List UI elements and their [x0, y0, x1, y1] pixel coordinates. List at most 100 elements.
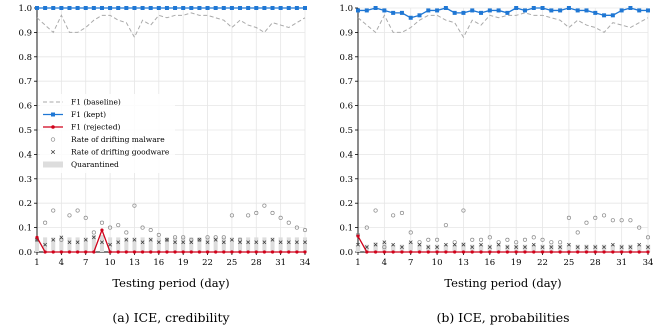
f1-rejected-point — [35, 235, 39, 239]
drifting-goodware-point — [230, 237, 234, 242]
drifting-goodware-point — [364, 245, 369, 249]
drifting-goodware-point — [262, 240, 267, 245]
drifting-malware-point — [373, 208, 378, 213]
drifting-malware-point — [417, 240, 422, 245]
f1-rejected-point — [214, 250, 218, 254]
f1-rejected-point — [532, 250, 536, 254]
f1-rejected-point — [303, 250, 307, 254]
legend-box — [40, 94, 175, 173]
quarantined-bar — [426, 244, 431, 252]
f1-rejected-point — [479, 250, 483, 254]
f1-rejected-point — [373, 250, 378, 254]
f1-rejected-point — [92, 250, 96, 254]
y-tick-label: 0.4 — [18, 150, 32, 160]
x-tick-label: 19 — [511, 258, 522, 268]
quarantined-bar — [364, 244, 369, 252]
f1-kept-point — [294, 6, 299, 10]
drifting-malware-point — [610, 218, 615, 223]
drifting-goodware-point — [558, 245, 562, 249]
x-tick-label: 28 — [590, 258, 601, 268]
y-tick-label: 0.8 — [18, 53, 32, 63]
f1-rejected-point — [400, 250, 404, 254]
f1-rejected-point — [59, 250, 63, 254]
drifting-goodware-point — [426, 245, 431, 249]
f1-kept-point — [637, 8, 642, 13]
drifting-malware-point — [382, 245, 387, 250]
drifting-malware-point — [443, 223, 448, 228]
quarantined-bar — [75, 237, 80, 252]
quarantined-bar — [470, 244, 475, 252]
drifting-malware-point — [364, 225, 369, 230]
f1-rejected-point — [246, 250, 250, 254]
y-tick-label: 0.2 — [339, 199, 353, 209]
drifting-goodware-point — [523, 245, 527, 249]
legend: F1 (baseline) F1 (kept) F1 (rejected) Rate … — [40, 94, 175, 173]
f1-baseline-line — [36, 12, 306, 39]
f1-baseline-line — [357, 12, 649, 39]
y-tick-label: 0.0 — [18, 248, 32, 258]
f1-rejected-point — [523, 250, 527, 254]
f1-rejected-point — [417, 250, 422, 254]
quarantined-bar — [496, 244, 501, 252]
drifting-goodware-point — [75, 240, 80, 245]
drifting-malware-point — [558, 240, 563, 245]
f1-rejected-point — [67, 250, 72, 254]
x-tick-label: 7 — [83, 258, 88, 268]
drifting-goodware-point — [391, 242, 395, 247]
quarantined-bar — [417, 244, 422, 252]
drifting-malware-point — [531, 235, 536, 240]
f1-kept-point — [646, 8, 650, 13]
drifting-malware-point — [99, 220, 105, 225]
drifting-malware-point — [59, 237, 64, 242]
quarantined-bar — [522, 244, 528, 252]
drifting-goodware-point — [197, 237, 202, 242]
drifting-goodware-point — [619, 245, 624, 249]
quarantined-bar — [557, 244, 563, 252]
quarantined-bar — [197, 237, 202, 252]
drifting-goodware-point — [92, 235, 96, 240]
f1-rejected-point — [611, 250, 615, 254]
drifting-malware-point — [487, 235, 492, 240]
f1-rejected-point — [646, 250, 650, 254]
drifting-malware-point — [549, 240, 554, 245]
quarantined-bar — [99, 234, 104, 252]
f1-rejected-point — [165, 250, 169, 254]
f1-kept-point — [254, 6, 259, 10]
legend-label: Quarantined — [71, 160, 119, 169]
figure-caption: (b) ICE, probabilities — [436, 310, 569, 325]
x-tick-label: 34 — [300, 258, 311, 268]
f1-kept-point — [205, 6, 210, 10]
f1-rejected-point — [149, 250, 153, 254]
quarantined-bar — [593, 244, 598, 252]
x-tick-label: 1 — [355, 258, 360, 268]
drifting-malware-point — [221, 235, 226, 240]
quarantined-bar — [221, 237, 226, 252]
quarantined-bar — [286, 237, 291, 252]
f1-kept-point — [505, 10, 510, 15]
drifting-malware-point — [246, 213, 251, 218]
quarantined-bar — [443, 244, 449, 252]
x-tick-label: 28 — [251, 258, 262, 268]
y-tick-label: 1.0 — [18, 4, 32, 14]
legend-swatch-goodware — [50, 149, 56, 155]
f1-rejected-point — [262, 250, 266, 254]
f1-rejected-point — [173, 250, 177, 254]
f1-rejected-point — [620, 250, 624, 254]
f1-rejected-point — [279, 250, 283, 254]
chart-panel-probabilities: 0.0 0.1 0.2 0.3 0.4 0.5 0.6 0.7 0.8 0.9 1.0 1 4 7 10 13… — [339, 4, 653, 325]
f1-kept-point — [391, 10, 396, 15]
quarantined-bar — [610, 244, 616, 252]
drifting-goodware-point — [400, 245, 404, 249]
f1-rejected-point — [254, 250, 258, 254]
drifting-malware-point — [156, 232, 161, 237]
f1-rejected-point — [43, 250, 47, 254]
f1-rejected-point — [426, 250, 430, 254]
f1-kept-point — [382, 8, 387, 13]
drifting-malware-point — [132, 203, 137, 208]
quarantined-bar — [148, 237, 153, 252]
x-tick-label: 31 — [275, 258, 286, 268]
drifting-malware-point — [302, 227, 308, 233]
drifting-malware-point — [294, 225, 299, 230]
quarantined-bar — [140, 237, 145, 252]
x-tick-label: 10 — [105, 258, 116, 268]
